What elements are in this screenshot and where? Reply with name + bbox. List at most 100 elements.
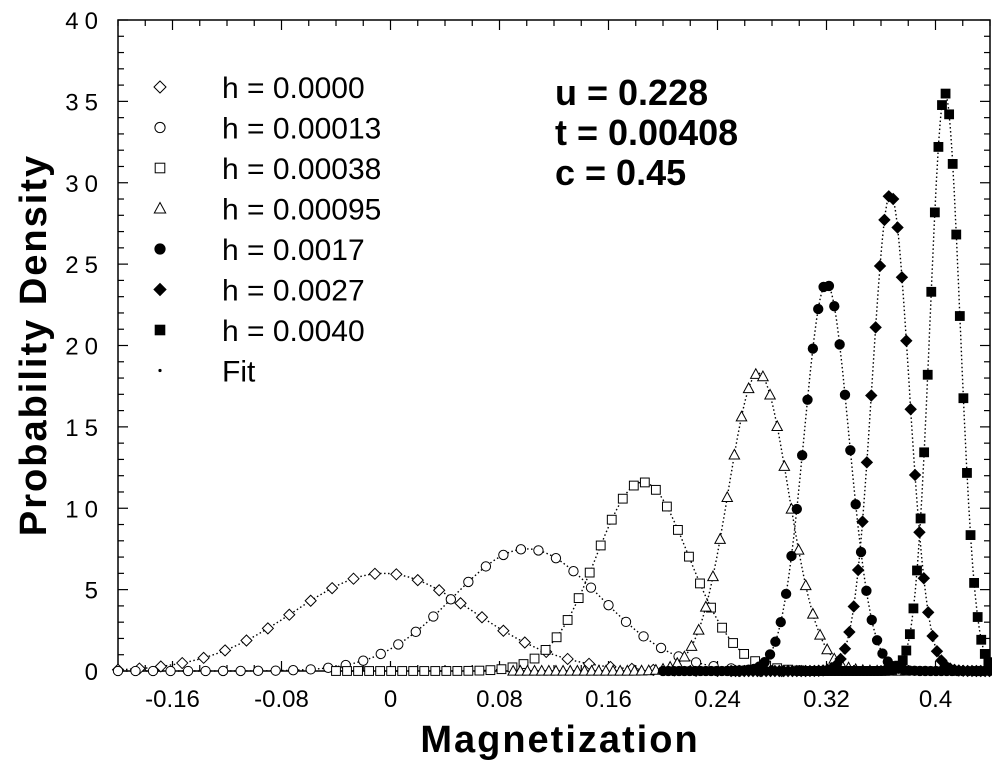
legend-label-fit: Fit: [222, 356, 256, 389]
data-point: [829, 301, 840, 312]
data-point: [112, 665, 124, 677]
data-point: [549, 664, 563, 676]
data-point: [568, 566, 579, 577]
legend-label: h = 0.0000: [222, 72, 365, 105]
data-point: [621, 664, 634, 676]
data-point: [877, 648, 888, 659]
data-point: [368, 567, 382, 581]
data-point: [288, 665, 299, 676]
data-point: [926, 629, 939, 643]
data-point: [735, 410, 748, 422]
data-point: [584, 567, 595, 578]
data-point: [474, 665, 485, 676]
data-point: [521, 664, 534, 676]
data-point: [617, 493, 628, 504]
legend-label: h = 0.00038: [222, 153, 381, 186]
data-point: [578, 664, 591, 676]
data-point: [200, 665, 211, 677]
data-point: [603, 599, 614, 611]
data-point: [728, 448, 741, 460]
series-markers: [794, 88, 992, 676]
data-point: [475, 611, 489, 624]
data-point: [764, 649, 776, 660]
data-point: [780, 588, 792, 600]
data-point: [410, 626, 421, 638]
data-point: [891, 221, 904, 234]
data-point: [983, 664, 992, 678]
data-point: [972, 612, 983, 622]
data-point: [564, 664, 577, 676]
data-point: [411, 573, 424, 587]
data-point: [851, 563, 865, 577]
series-markers: [724, 190, 992, 678]
data-point: [813, 303, 824, 315]
data-point: [739, 649, 750, 659]
parameter-annotation: t = 0.00408: [555, 112, 738, 153]
data-point: [786, 550, 797, 562]
series-markers: [331, 477, 805, 676]
data-point: [895, 271, 909, 284]
data-point: [954, 311, 965, 321]
y-tick-label: 25: [65, 252, 104, 279]
data-point: [463, 576, 474, 588]
x-tick-label: 0.16: [585, 686, 632, 713]
data-point: [535, 664, 548, 676]
legend-marker: [154, 121, 166, 134]
data-point: [498, 549, 509, 561]
data-point: [673, 525, 683, 535]
data-point: [533, 545, 544, 556]
data-point: [913, 526, 926, 539]
data-point: [428, 611, 439, 622]
data-point: [639, 477, 650, 488]
data-point: [497, 624, 510, 637]
data-point: [408, 666, 419, 676]
x-axis-title: Magnetization: [420, 719, 699, 761]
data-point: [922, 369, 933, 380]
data-point: [695, 578, 705, 589]
data-point: [386, 666, 397, 676]
data-point: [917, 572, 931, 585]
data-point: [655, 642, 667, 654]
y-tick-label: 5: [85, 578, 104, 605]
data-point: [585, 664, 598, 676]
parameter-annotation: c = 0.45: [555, 152, 686, 193]
data-point: [926, 286, 937, 297]
x-tick-label: 0.08: [476, 686, 523, 713]
data-point: [397, 666, 408, 676]
data-point: [871, 635, 883, 646]
data-point: [342, 666, 352, 676]
y-tick-label: 40: [65, 8, 104, 35]
x-tick-label: 0: [384, 686, 397, 713]
legend-marker: [153, 201, 167, 214]
legend-label: h = 0.00095: [222, 194, 381, 227]
data-point: [353, 666, 363, 676]
data-point: [958, 393, 969, 404]
data-point: [728, 638, 738, 648]
data-point: [685, 639, 698, 651]
data-point: [518, 636, 532, 649]
data-point: [813, 628, 827, 640]
data-point: [130, 665, 141, 677]
data-point: [454, 597, 467, 610]
data-point: [562, 615, 573, 625]
data-point: [684, 551, 694, 562]
data-point: [699, 600, 712, 612]
data-point: [661, 501, 672, 512]
data-point: [235, 665, 246, 677]
data-point: [714, 532, 727, 544]
data-point: [855, 546, 867, 558]
data-point: [775, 616, 786, 628]
data-point: [861, 585, 872, 597]
legend-marker: [153, 80, 167, 94]
data-point: [856, 515, 869, 528]
data-point: [217, 665, 229, 677]
data-point: [628, 480, 639, 491]
data-point: [791, 503, 802, 515]
data-point: [305, 664, 316, 675]
data-point: [869, 321, 882, 334]
data-point: [550, 553, 562, 564]
data-point: [529, 653, 540, 664]
fit-curve: [663, 282, 990, 672]
data-point: [834, 339, 845, 350]
